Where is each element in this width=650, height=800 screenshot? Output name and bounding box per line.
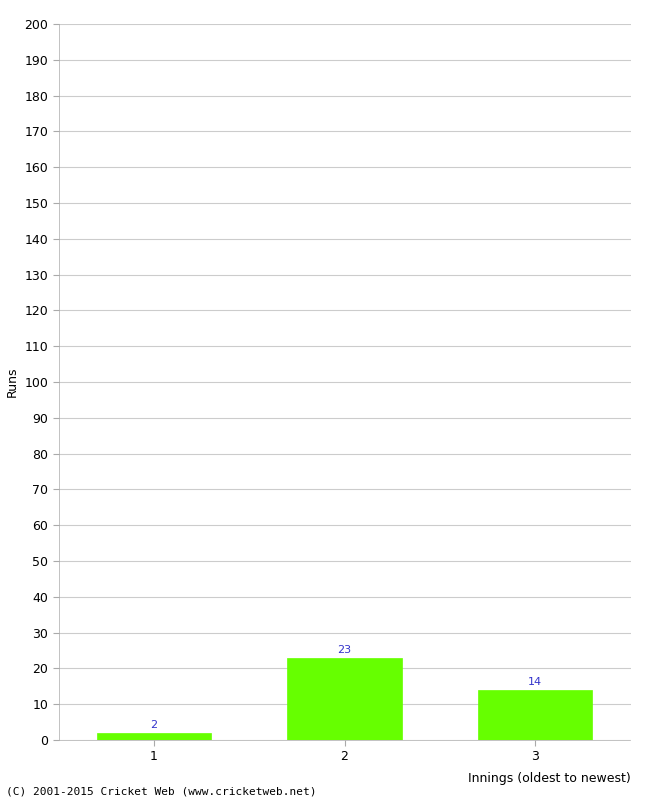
Text: (C) 2001-2015 Cricket Web (www.cricketweb.net): (C) 2001-2015 Cricket Web (www.cricketwe… <box>6 786 317 796</box>
Bar <box>287 658 402 740</box>
Text: 14: 14 <box>528 677 542 687</box>
Bar <box>478 690 592 740</box>
X-axis label: Innings (oldest to newest): Innings (oldest to newest) <box>468 772 630 786</box>
Text: 23: 23 <box>337 645 352 654</box>
Text: 2: 2 <box>150 720 157 730</box>
Y-axis label: Runs: Runs <box>6 366 19 398</box>
Bar <box>97 733 211 740</box>
